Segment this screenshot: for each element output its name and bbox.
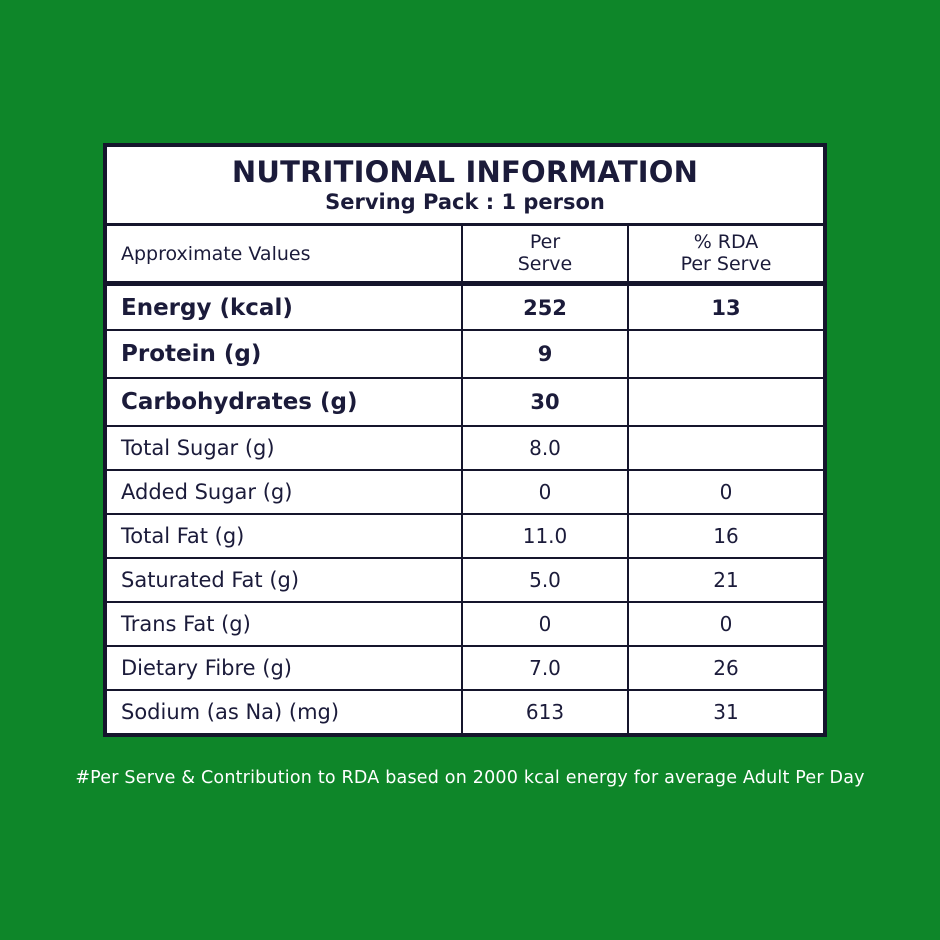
row-label: Total Fat (g)	[121, 524, 245, 548]
table-row: Total Fat (g) 11.0 16	[107, 513, 823, 557]
table-row: Total Sugar (g) 8.0	[107, 425, 823, 469]
row-per-serve-value: 30	[461, 379, 627, 425]
table-body: Energy (kcal) 252 13 Protein (g) 9 Carbo…	[107, 281, 823, 733]
table-row: Protein (g) 9	[107, 329, 823, 377]
row-rda-value: 0	[627, 471, 823, 513]
row-rda-value: 16	[627, 515, 823, 557]
row-per-serve-value: 5.0	[461, 559, 627, 601]
row-label: Energy (kcal)	[121, 294, 293, 321]
row-rda-value: 31	[627, 691, 823, 733]
column-header-rda-line1: % RDA	[693, 230, 759, 253]
row-label: Total Sugar (g)	[121, 436, 275, 460]
nutrition-label-card: NUTRITIONAL INFORMATION Serving Pack : 1…	[103, 143, 827, 737]
row-per-serve-value: 0	[461, 603, 627, 645]
table-row: Trans Fat (g) 0 0	[107, 601, 823, 645]
column-header-rda-line2: Per Serve	[680, 252, 772, 275]
column-header-per-serve: Per Serve	[461, 226, 627, 281]
table-row: Sodium (as Na) (mg) 613 31	[107, 689, 823, 733]
column-header-approximate-values: Approximate Values	[121, 242, 311, 265]
rda-footnote: #Per Serve & Contribution to RDA based o…	[75, 768, 865, 788]
row-label: Carbohydrates (g)	[121, 389, 358, 415]
row-rda-value: 21	[627, 559, 823, 601]
row-per-serve-value: 613	[461, 691, 627, 733]
row-rda-value	[627, 427, 823, 469]
table-row: Energy (kcal) 252 13	[107, 281, 823, 329]
table-row: Added Sugar (g) 0 0	[107, 469, 823, 513]
column-header-row: Approximate Values Per Serve % RDA Per S…	[107, 223, 823, 281]
table-row: Dietary Fibre (g) 7.0 26	[107, 645, 823, 689]
row-label: Trans Fat (g)	[121, 612, 251, 636]
row-per-serve-value: 0	[461, 471, 627, 513]
row-rda-value: 13	[627, 286, 823, 329]
label-title: NUTRITIONAL INFORMATION	[231, 155, 699, 190]
row-label: Added Sugar (g)	[121, 480, 293, 504]
row-rda-value: 0	[627, 603, 823, 645]
label-header: NUTRITIONAL INFORMATION Serving Pack : 1…	[107, 147, 823, 223]
row-per-serve-value: 9	[461, 331, 627, 377]
label-subtitle: Serving Pack : 1 person	[325, 189, 605, 214]
row-per-serve-value: 252	[461, 286, 627, 329]
column-header-per-serve-line2: Serve	[517, 252, 573, 275]
row-per-serve-value: 11.0	[461, 515, 627, 557]
column-header-per-serve-line1: Per	[529, 230, 561, 253]
row-rda-value: 26	[627, 647, 823, 689]
row-label: Sodium (as Na) (mg)	[121, 700, 340, 724]
table-row: Saturated Fat (g) 5.0 21	[107, 557, 823, 601]
row-per-serve-value: 7.0	[461, 647, 627, 689]
row-rda-value	[627, 331, 823, 377]
row-label: Protein (g)	[121, 341, 262, 367]
table-row: Carbohydrates (g) 30	[107, 377, 823, 425]
row-label: Dietary Fibre (g)	[121, 656, 292, 680]
row-rda-value	[627, 379, 823, 425]
column-header-rda-per-serve: % RDA Per Serve	[627, 226, 823, 281]
row-label: Saturated Fat (g)	[121, 568, 300, 592]
row-per-serve-value: 8.0	[461, 427, 627, 469]
